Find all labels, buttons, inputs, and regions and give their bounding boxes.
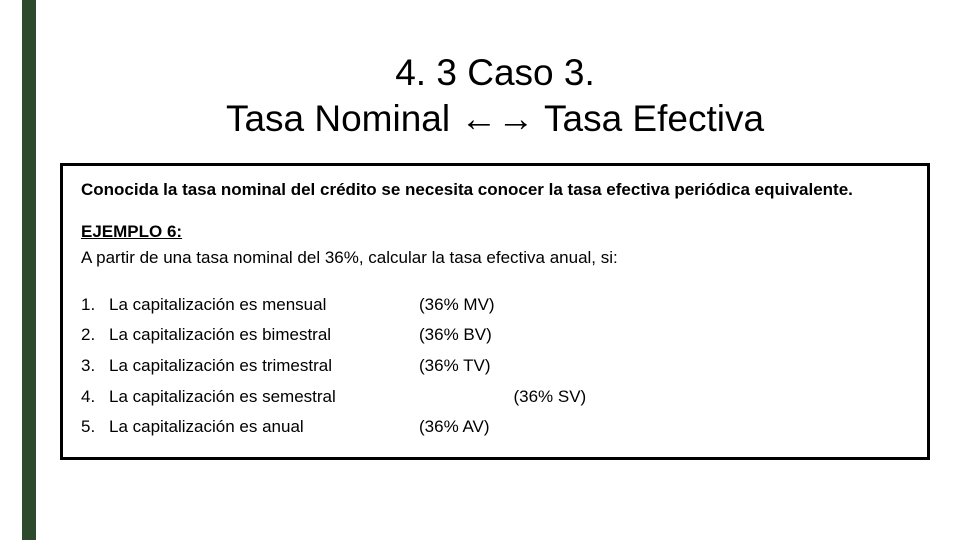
item-list: 1. La capitalización es mensual (36% MV)… bbox=[81, 290, 909, 443]
slide-content: 4. 3 Caso 3. Tasa Nominal ←→ Tasa Efecti… bbox=[60, 50, 930, 460]
intro-text: Conocida la tasa nominal del crédito se … bbox=[81, 180, 909, 200]
item-desc: La capitalización es anual bbox=[109, 412, 419, 443]
item-code: (36% MV) bbox=[419, 290, 909, 321]
list-item: 4. La capitalización es semestral (36% S… bbox=[81, 382, 909, 413]
example-text: A partir de una tasa nominal del 36%, ca… bbox=[81, 248, 909, 268]
list-item: 1. La capitalización es mensual (36% MV) bbox=[81, 290, 909, 321]
content-box: Conocida la tasa nominal del crédito se … bbox=[60, 163, 930, 460]
item-desc: La capitalización es bimestral bbox=[109, 320, 419, 351]
title-line-2: Tasa Nominal ←→ Tasa Efectiva bbox=[226, 98, 764, 139]
title-line-1: 4. 3 Caso 3. bbox=[395, 52, 595, 93]
list-item: 3. La capitalización es trimestral (36% … bbox=[81, 351, 909, 382]
item-code: (36% AV) bbox=[419, 412, 909, 443]
list-item: 2. La capitalización es bimestral (36% B… bbox=[81, 320, 909, 351]
item-code: (36% BV) bbox=[419, 320, 909, 351]
item-desc: La capitalización es semestral bbox=[109, 382, 419, 413]
item-desc: La capitalización es trimestral bbox=[109, 351, 419, 382]
item-number: 2. bbox=[81, 320, 109, 351]
item-code: (36% SV) bbox=[419, 382, 909, 413]
item-code: (36% TV) bbox=[419, 351, 909, 382]
item-number: 3. bbox=[81, 351, 109, 382]
example-label: EJEMPLO 6: bbox=[81, 222, 909, 242]
slide-title: 4. 3 Caso 3. Tasa Nominal ←→ Tasa Efecti… bbox=[60, 50, 930, 143]
slide-accent-bar bbox=[22, 0, 36, 540]
item-number: 1. bbox=[81, 290, 109, 321]
item-number: 4. bbox=[81, 382, 109, 413]
list-item: 5. La capitalización es anual (36% AV) bbox=[81, 412, 909, 443]
item-desc: La capitalización es mensual bbox=[109, 290, 419, 321]
item-number: 5. bbox=[81, 412, 109, 443]
